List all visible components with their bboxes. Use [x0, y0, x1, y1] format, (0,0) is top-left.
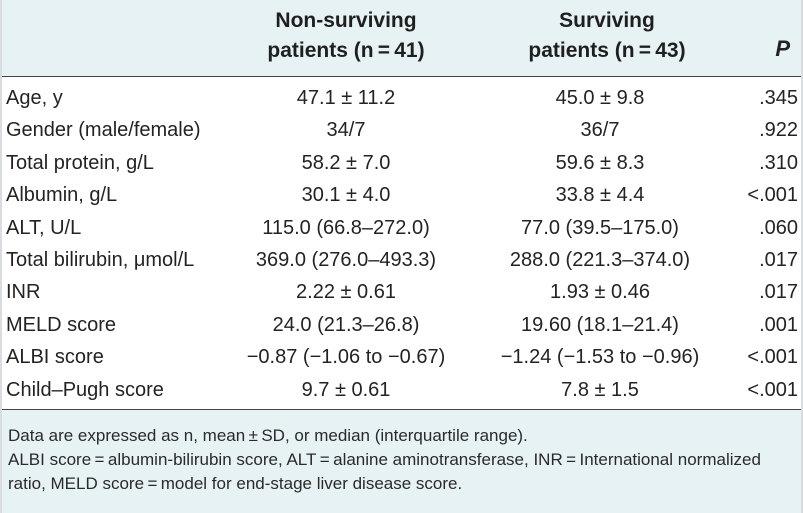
row-label: Child–Pugh score	[6, 378, 164, 401]
table-body: Age, y 47.1 ± 11.2 45.0 ± 9.8 .345 Gende…	[2, 82, 801, 406]
header-non-surviving-line1: Non-surviving	[275, 9, 417, 32]
surviving-value: −1.24 (−1.53 to −0.96)	[500, 346, 700, 369]
row-label: ALBI score	[6, 346, 104, 369]
non-surviving-value: −0.87 (−1.06 to −0.67)	[246, 346, 446, 369]
header-non-surviving-line2: patients (n = 41)	[267, 39, 425, 62]
surviving-value: 1.93 ± 0.46	[550, 281, 650, 304]
surviving-value: 59.6 ± 8.3	[555, 151, 645, 174]
non-surviving-value: 24.0 (21.3–26.8)	[272, 313, 420, 336]
row-label: Total protein, g/L	[6, 151, 154, 174]
table-row: ALT, U/L 115.0 (66.8–272.0) 77.0 (39.5–1…	[2, 212, 801, 244]
p-value: .001	[759, 313, 798, 336]
footnote-line: ratio, MELD score = model for end-stage …	[8, 474, 463, 493]
header-p-value: P	[775, 36, 790, 61]
p-value: .345	[759, 87, 798, 109]
row-label: INR	[6, 281, 41, 304]
p-value: .017	[759, 281, 798, 304]
row-label: Albumin, g/L	[6, 184, 118, 207]
footnote-line: ALBI score = albumin-bilirubin score, AL…	[8, 450, 761, 469]
surviving-value: 288.0 (221.3–374.0)	[509, 248, 691, 271]
row-label: MELD score	[6, 313, 117, 336]
surviving-value: 45.0 ± 9.8	[555, 87, 645, 109]
surviving-value: 77.0 (39.5–175.0)	[521, 216, 679, 239]
surviving-value: 7.8 ± 1.5	[561, 378, 639, 401]
row-label: Total bilirubin, μmol/L	[6, 248, 195, 271]
non-surviving-value: 9.7 ± 0.61	[301, 378, 391, 401]
non-surviving-value: 369.0 (276.0–493.3)	[255, 248, 437, 271]
row-label: Gender (male/female)	[6, 119, 201, 142]
row-label: ALT, U/L	[6, 216, 82, 239]
header-surviving-line1: Surviving	[559, 9, 655, 32]
table-row: ALBI score −0.87 (−1.06 to −0.67) −1.24 …	[2, 341, 801, 373]
table-row: MELD score 24.0 (21.3–26.8) 19.60 (18.1–…	[2, 309, 801, 341]
table-row: Child–Pugh score 9.7 ± 0.61 7.8 ± 1.5 <.…	[2, 374, 801, 406]
table-row: INR 2.22 ± 0.61 1.93 ± 0.46 .017	[2, 276, 801, 308]
surviving-value: 33.8 ± 4.4	[555, 184, 645, 207]
table-row: Age, y 47.1 ± 11.2 45.0 ± 9.8 .345	[2, 82, 801, 114]
table-header: Non-surviving patients (n = 41) Survivin…	[2, 0, 801, 77]
footnote-line: Data are expressed as n, mean ± SD, or m…	[8, 426, 528, 445]
table-row: Albumin, g/L 30.1 ± 4.0 33.8 ± 4.4 <.001	[2, 179, 801, 211]
non-surviving-value: 115.0 (66.8–272.0)	[262, 216, 430, 239]
header-surviving: Surviving patients (n = 43)	[502, 6, 712, 66]
non-surviving-value: 30.1 ± 4.0	[301, 184, 391, 207]
non-surviving-value: 2.22 ± 0.61	[296, 281, 396, 304]
table-row: Gender (male/female) 34/7 36/7 .922	[2, 114, 801, 146]
non-surviving-value: 47.1 ± 11.2	[296, 87, 396, 109]
p-value: <.001	[747, 378, 798, 401]
p-value: .017	[759, 248, 798, 271]
non-surviving-value: 34/7	[326, 119, 366, 142]
surviving-value: 36/7	[580, 119, 620, 142]
table-row: Total bilirubin, μmol/L 369.0 (276.0–493…	[2, 244, 801, 276]
p-value: <.001	[747, 346, 798, 369]
table-footnotes: Data are expressed as n, mean ± SD, or m…	[2, 410, 801, 513]
non-surviving-value: 58.2 ± 7.0	[301, 151, 391, 174]
p-value: .922	[759, 119, 798, 142]
table-divider	[2, 409, 801, 410]
row-label: Age, y	[6, 87, 63, 109]
header-surviving-line2: patients (n = 43)	[528, 39, 686, 62]
p-value: <.001	[747, 184, 798, 207]
table-row: Total protein, g/L 58.2 ± 7.0 59.6 ± 8.3…	[2, 147, 801, 179]
surviving-value: 19.60 (18.1–21.4)	[521, 313, 679, 336]
p-value: .310	[759, 151, 798, 174]
p-value: .060	[759, 216, 798, 239]
header-non-surviving: Non-surviving patients (n = 41)	[246, 6, 446, 66]
